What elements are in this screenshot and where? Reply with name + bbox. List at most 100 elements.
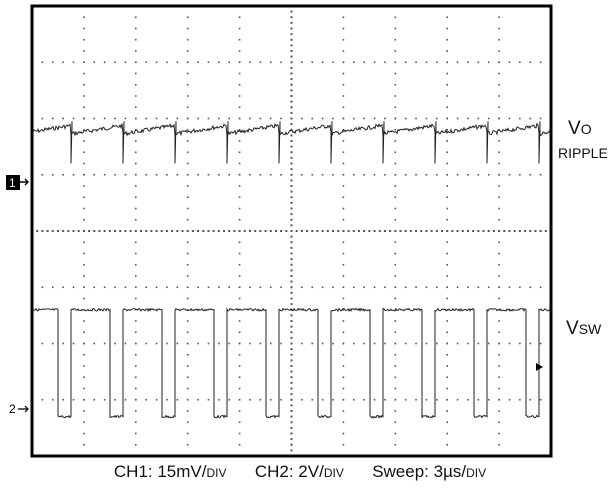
grid-dot [394,230,396,232]
grid-dot [187,174,189,176]
grid-dot [239,230,241,232]
grid-dot [93,230,95,232]
grid-dot [478,174,480,176]
grid-dot [384,230,386,232]
grid-dot [260,399,262,401]
grid-dot [285,230,287,232]
grid-dot [446,253,448,255]
grid-dot [446,208,448,210]
grid-dot [83,241,85,243]
grid-dot [332,286,334,288]
grid-dot [446,219,448,221]
grid-dot [197,399,199,401]
grid-dot [395,444,397,446]
grid-dot [166,61,168,63]
grid-dot [239,320,241,322]
grid-dot [145,286,147,288]
grid-dot [239,95,241,97]
grid-dot [343,298,345,300]
grid-dot [83,399,85,401]
grid-dot [446,95,448,97]
grid-dot [291,134,293,136]
grid-dot [83,433,85,435]
grid-dot [52,61,54,63]
grid-dot [114,118,116,120]
grid-dot [239,106,241,108]
grid-dot [343,163,345,165]
grid-dot [446,343,448,345]
grid-dot [73,286,75,288]
grid-dot [239,241,241,243]
grid-dot [353,61,355,63]
grid-dot [446,241,448,243]
grid-dot [187,388,189,390]
grid-dot [41,230,43,232]
grid-dot [42,399,44,401]
grid-dot [156,61,158,63]
grid-dot [446,163,448,165]
grid-dot [488,286,490,288]
grid-dot [187,253,189,255]
grid-dot [395,208,397,210]
grid-dot [395,343,397,345]
grid-dot [42,174,44,176]
grid-dot [498,208,500,210]
grid-dot [187,185,189,187]
grid-dot [291,179,293,181]
grid-dot [156,399,158,401]
grid-dot [166,174,168,176]
grid-dot [395,421,397,423]
grid-dot [177,286,179,288]
grid-dot [457,286,459,288]
grid-dot [171,230,173,232]
grid-dot [446,61,448,63]
grid-dot [291,337,293,339]
grid-dot [342,230,344,232]
grid-dot [420,230,422,232]
grid-dot [218,230,220,232]
grid-dot [145,118,147,120]
grid-dot [343,106,345,108]
grid-dot [363,61,365,63]
grid-dot [83,365,85,367]
grid-dot [395,320,397,322]
grid-dot [239,444,241,446]
grid-dot [291,404,293,406]
grid-dot [280,399,282,401]
grid-dot [83,163,85,165]
grid-dot [228,399,230,401]
grid-dot [125,118,127,120]
grid-dot [436,61,438,63]
grid-dot [208,61,210,63]
grid-dot [83,320,85,322]
grid-dot [395,433,397,435]
grid-dot [519,343,521,345]
grid-dot [83,376,85,378]
grid-dot [291,264,293,266]
grid-dot [135,95,137,97]
grid-dot [52,174,54,176]
grid-dot [239,163,241,165]
grid-dot [73,343,75,345]
grid-dot [498,365,500,367]
grid-dot [135,140,137,142]
grid-dot [395,410,397,412]
grid-dot [498,444,500,446]
grid-dot [291,331,293,333]
grid-dot [467,343,469,345]
grid-dot [545,230,547,232]
grid-dot [187,95,189,97]
grid-dot [405,399,407,401]
grid-dot [301,230,303,232]
grid-dot [239,185,241,187]
grid-dot [228,343,230,345]
grid-dot [374,399,376,401]
grid-dot [291,22,293,24]
grid-dot [135,264,137,266]
grid-dot [311,61,313,63]
grid-dot [291,365,293,367]
grid-dot [83,28,85,30]
grid-dot [311,118,313,120]
grid-dot [488,343,490,345]
